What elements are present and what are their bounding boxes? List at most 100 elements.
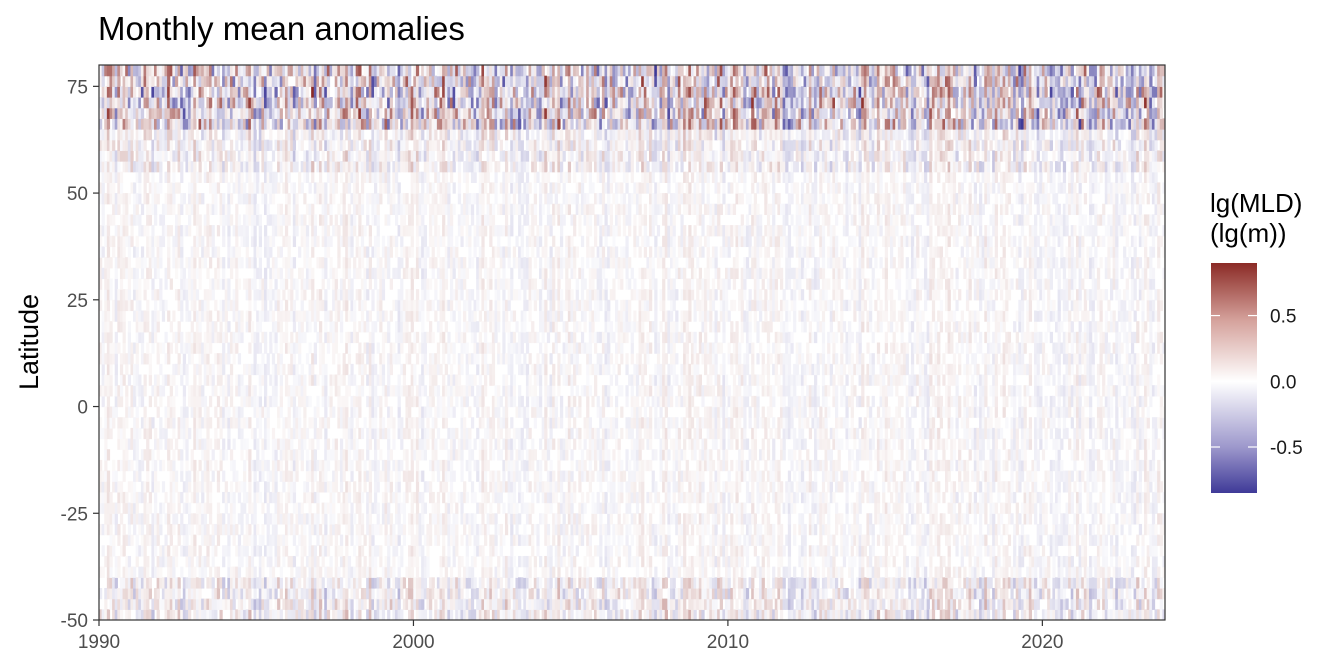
heatmap-cell [347,289,352,301]
heatmap-cell [256,481,260,493]
heatmap-cell [284,65,289,77]
heatmap-cell [319,321,323,333]
heatmap-cell [245,438,249,450]
heatmap-cell [423,161,427,173]
heatmap-cell [106,129,111,141]
heatmap-cell [164,513,168,525]
heatmap-cell [159,513,163,525]
heatmap-cell [360,193,365,205]
heatmap-cell [167,235,171,248]
heatmap-cell [161,555,166,568]
heatmap-cell [99,65,103,77]
heatmap-cell [355,267,359,280]
heatmap-cell [442,193,446,205]
heatmap-cell [140,150,145,162]
heatmap-cell [261,523,265,536]
heatmap-cell [127,246,132,258]
heatmap-cell [279,502,283,514]
heatmap-cell [224,523,228,536]
heatmap-cell [114,555,118,568]
heatmap-cell [180,118,184,130]
heatmap-cell [287,470,291,482]
heatmap-cell [154,129,158,141]
heatmap-cell [185,65,189,77]
heatmap-cell [206,139,210,151]
heatmap-cell [114,609,118,620]
heatmap-cell [109,235,113,248]
heatmap-cell [222,438,226,450]
heatmap-cell [415,598,420,610]
heatmap-cell [167,129,171,141]
heatmap-cell [311,129,315,141]
heatmap-cell [376,299,380,312]
heatmap-cell [164,193,168,205]
heatmap-cell [250,385,255,397]
heatmap-cell [292,310,297,322]
heatmap-cell [154,118,158,130]
heatmap-cell [211,449,215,461]
heatmap-cell [371,289,375,301]
heatmap-cell [130,299,134,312]
heatmap-cell [146,75,150,87]
heatmap-cell [240,523,244,536]
heatmap-cell [101,566,105,578]
heatmap-cell [99,97,103,109]
heatmap-cell [332,118,336,130]
heatmap-cell [415,491,420,504]
heatmap-cell [206,417,210,429]
heatmap-cell [122,257,126,269]
heatmap-cell [397,587,401,600]
heatmap-cell [413,598,417,610]
heatmap-cell [431,427,435,440]
heatmap-cell [195,470,200,482]
heatmap-cell [143,129,147,141]
heatmap-cell [122,534,126,546]
heatmap-cell [360,513,365,525]
heatmap-cell [358,353,362,365]
heatmap-cell [245,203,249,216]
heatmap-cell [154,310,158,322]
heatmap-cell [122,523,126,536]
heatmap-cell [455,502,459,514]
heatmap-cell [292,65,297,77]
heatmap-cell [190,523,194,536]
heatmap-cell [245,321,249,333]
heatmap-cell [374,118,378,130]
heatmap-cell [353,171,357,183]
heatmap-cell [248,139,252,151]
heatmap-cell [206,545,210,557]
heatmap-cell [316,118,320,130]
heatmap-cell [154,513,158,525]
heatmap-cell [154,267,158,280]
heatmap-cell [229,598,234,610]
heatmap-cell [319,97,323,109]
heatmap-cell [109,321,113,333]
heatmap-cell [219,118,223,130]
heatmap-cell [243,182,247,194]
heatmap-cell [360,385,365,397]
heatmap-cell [426,534,430,546]
heatmap-cell [227,289,231,301]
heatmap-cell [290,555,294,568]
heatmap-cell [376,502,380,514]
heatmap-cell [190,577,194,589]
heatmap-cell [292,86,297,98]
heatmap-cell [339,449,344,461]
heatmap-cell [203,363,207,376]
heatmap-cell [376,459,380,472]
heatmap-cell [253,129,257,141]
heatmap-cell [106,342,111,354]
heatmap-cell [308,161,312,173]
heatmap-cell [159,75,163,87]
heatmap-cell [392,353,396,365]
heatmap-cell [154,161,158,173]
heatmap-cell [188,353,192,365]
heatmap-cell [185,449,189,461]
heatmap-cell [284,161,289,173]
heatmap-cell [180,491,184,504]
heatmap-cell [195,129,200,141]
heatmap-cell [258,321,262,333]
heatmap-cell [209,395,213,408]
heatmap-cell [379,289,383,301]
heatmap-cell [185,289,189,301]
